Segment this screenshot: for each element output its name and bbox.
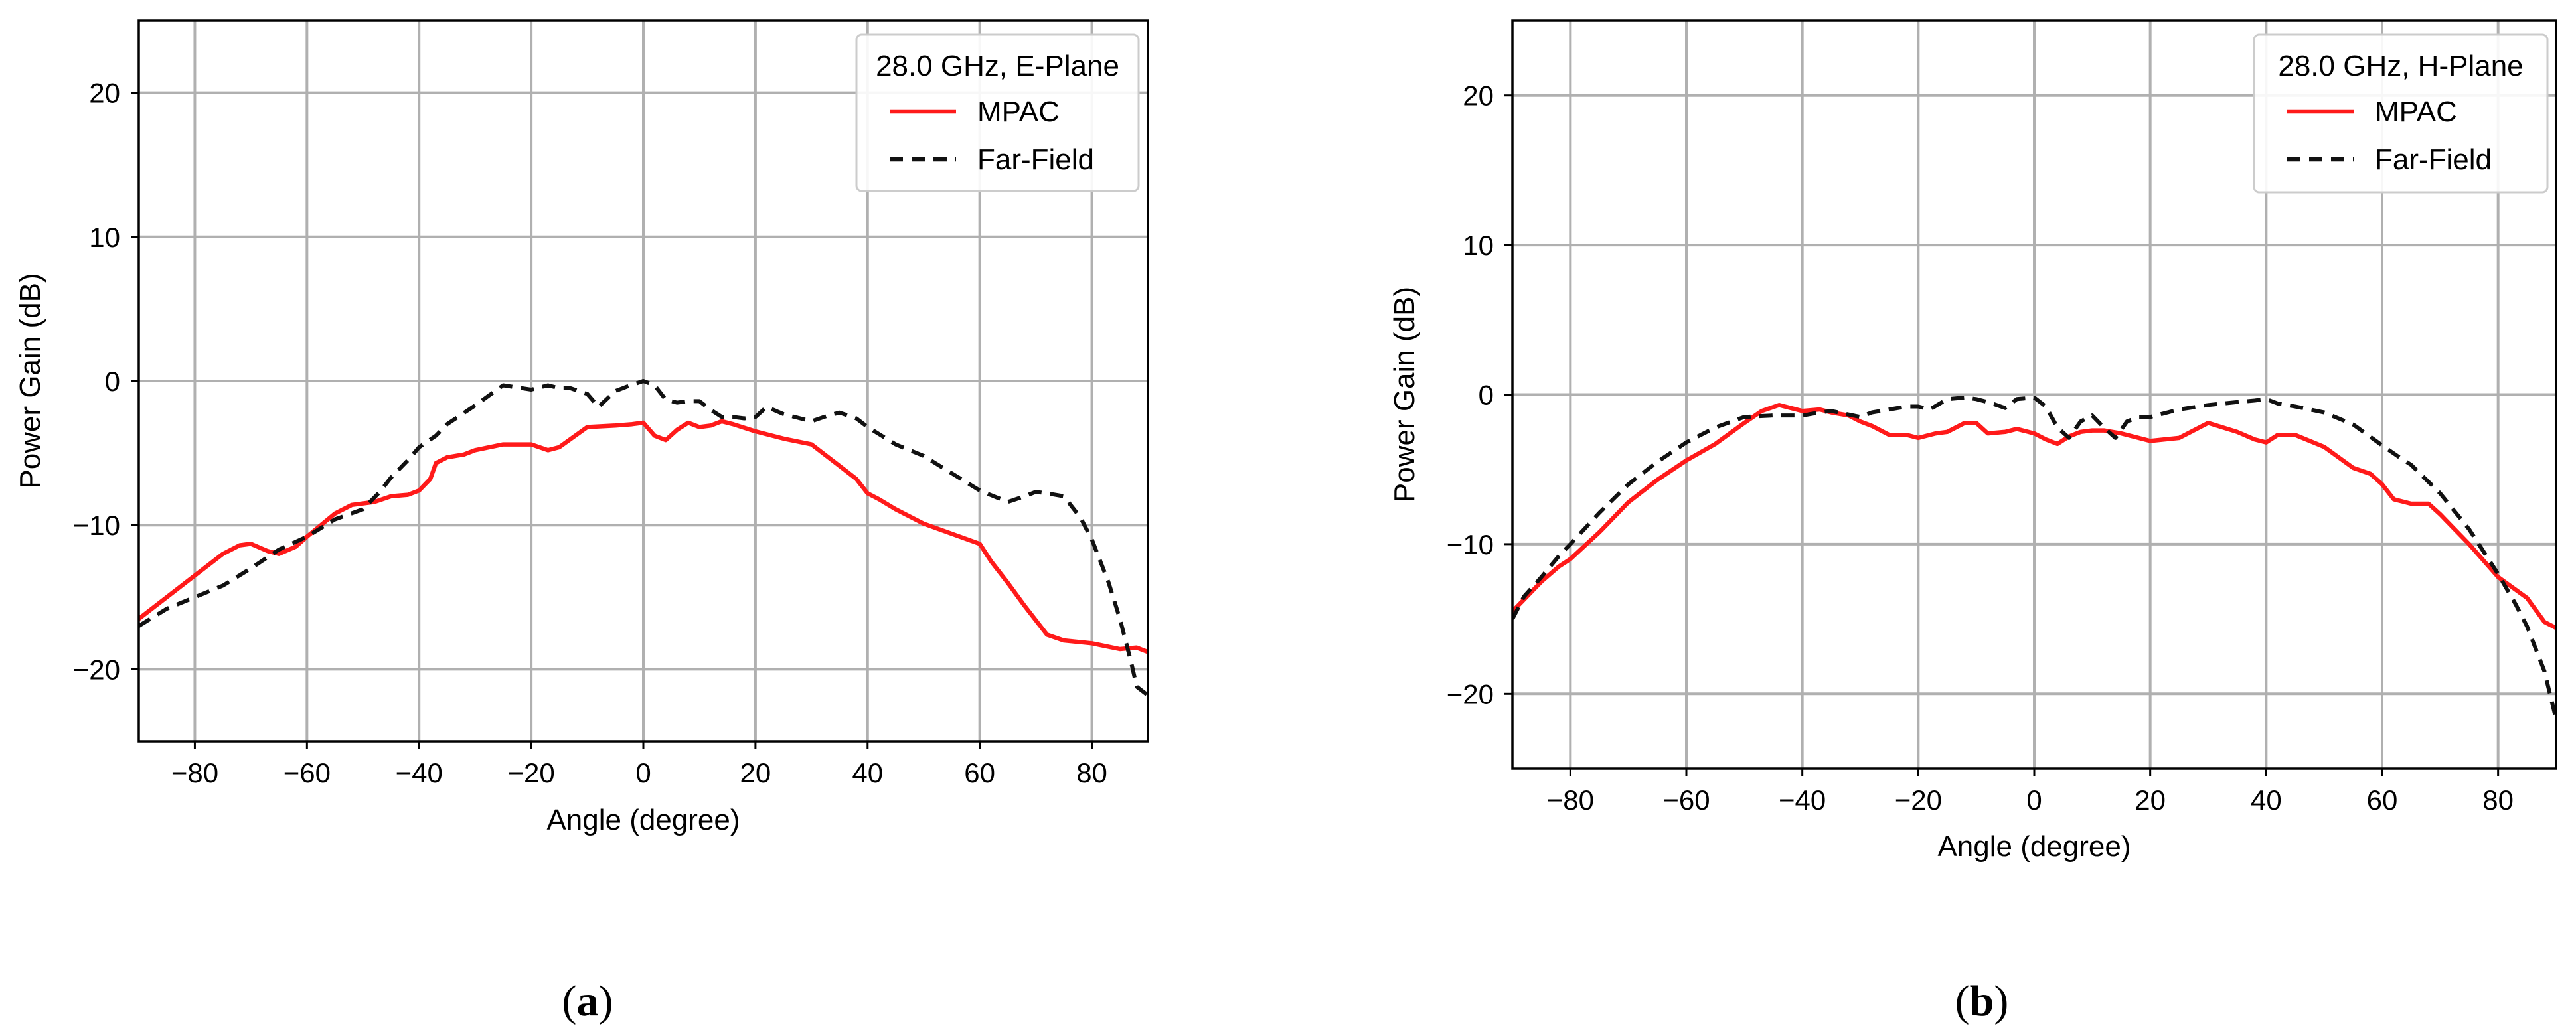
y-axis-label: Power Gain (dB) xyxy=(1388,287,1421,502)
x-tick-label: 80 xyxy=(1076,757,1107,788)
legend: 28.0 GHz, H-Plane MPAC Far-Field xyxy=(2253,33,2549,194)
y-tick-label: 20 xyxy=(89,78,120,109)
legend-label-far-field: Far-Field xyxy=(2375,143,2492,176)
panel-caption: (b) xyxy=(1955,977,2009,1025)
y-tick-label: 20 xyxy=(1463,80,1494,111)
legend: 28.0 GHz, E-Plane MPAC Far-Field xyxy=(855,33,1140,192)
legend-label-far-field: Far-Field xyxy=(977,143,1094,176)
y-tick-label: 10 xyxy=(89,222,120,253)
legend-title: 28.0 GHz, E-Plane xyxy=(876,50,1119,82)
y-tick-label: −20 xyxy=(73,654,120,685)
x-tick-label: 80 xyxy=(2482,784,2514,816)
legend-label-mpac: MPAC xyxy=(977,96,1060,128)
x-tick-label: 40 xyxy=(852,757,883,788)
legend-label-mpac: MPAC xyxy=(2375,96,2457,128)
y-tick-label: −20 xyxy=(1447,678,1494,709)
x-tick-label: 0 xyxy=(635,757,651,788)
series-group xyxy=(139,379,1148,697)
x-tick-label: 40 xyxy=(2251,784,2282,816)
panel-caption: (a) xyxy=(562,977,613,1025)
x-tick-label: 60 xyxy=(964,757,995,788)
y-tick-label: −10 xyxy=(1447,529,1494,560)
x-tick-label: −40 xyxy=(1779,784,1826,816)
series-group xyxy=(1512,396,2556,720)
x-tick-label: −40 xyxy=(396,757,443,788)
x-tick-label: −80 xyxy=(1547,784,1594,816)
x-tick-label: 20 xyxy=(740,757,771,788)
x-tick-label: 0 xyxy=(2026,784,2042,816)
series-line-far-field xyxy=(1512,396,2556,720)
x-tick-label: 60 xyxy=(2367,784,2398,816)
y-axis-label: Power Gain (dB) xyxy=(14,273,46,488)
y-tick-label: 0 xyxy=(105,366,120,397)
x-axis-label: Angle (degree) xyxy=(546,804,740,836)
x-axis-label: Angle (degree) xyxy=(1937,830,2131,863)
legend-box xyxy=(2253,33,2549,194)
y-tick-label: 0 xyxy=(1479,380,1494,411)
series-line-mpac xyxy=(1512,403,2556,630)
series-line-far-field xyxy=(139,379,1148,697)
x-tick-label: −60 xyxy=(283,757,331,788)
y-tick-label: −10 xyxy=(73,510,120,541)
y-tick-label: 10 xyxy=(1463,230,1494,261)
x-tick-label: −60 xyxy=(1662,784,1710,816)
legend-box xyxy=(855,33,1140,192)
legend-title: 28.0 GHz, H-Plane xyxy=(2278,50,2523,82)
x-tick-label: 20 xyxy=(2134,784,2166,816)
x-tick-label: −20 xyxy=(1895,784,1942,816)
x-tick-label: −20 xyxy=(507,757,554,788)
x-tick-label: −80 xyxy=(171,757,218,788)
